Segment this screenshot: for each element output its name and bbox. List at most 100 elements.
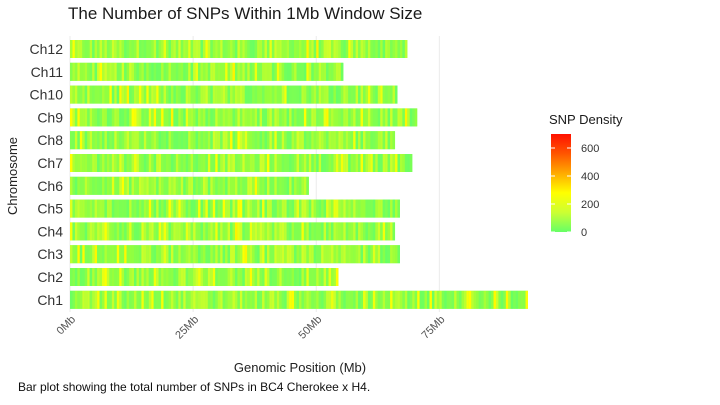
snp-window [419, 290, 423, 309]
snp-window [402, 154, 405, 172]
snp-window [111, 131, 115, 150]
snp-window [284, 154, 287, 172]
snp-window [291, 222, 295, 241]
snp-window [271, 222, 275, 241]
snp-window [202, 154, 206, 172]
snp-window [138, 131, 142, 150]
snp-window [249, 62, 253, 81]
snp-window [230, 290, 233, 309]
snp-window [382, 108, 386, 127]
snp-window [200, 154, 203, 172]
snp-window [303, 222, 307, 241]
snp-window [439, 290, 442, 309]
snp-window [345, 131, 349, 150]
snp-window [163, 62, 167, 81]
snp-window [84, 85, 88, 104]
snp-window [382, 85, 386, 104]
snp-window [333, 245, 336, 264]
snp-window [311, 290, 314, 309]
snp-window [212, 268, 216, 286]
snp-window [271, 85, 275, 104]
snp-window [252, 222, 255, 241]
snp-window [183, 268, 186, 286]
snp-window [89, 245, 93, 264]
snp-window [84, 108, 88, 127]
snp-window [316, 268, 319, 286]
snp-window [431, 290, 435, 309]
snp-window [289, 245, 292, 264]
snp-window [168, 40, 171, 58]
legend: SNP Density 0 200 400 600 [549, 112, 669, 242]
snp-window [306, 62, 309, 81]
snp-window [198, 176, 201, 195]
snp-window [217, 154, 221, 172]
snp-window [215, 62, 218, 81]
snp-window [449, 290, 452, 309]
snp-window [242, 108, 245, 127]
snp-window [355, 290, 359, 309]
snp-window [180, 245, 184, 264]
snp-window [225, 176, 228, 195]
snp-window [318, 108, 322, 127]
snp-window [286, 245, 290, 264]
snp-window [257, 85, 260, 104]
snp-window [134, 222, 137, 241]
snp-window [264, 131, 267, 150]
snp-window [289, 268, 292, 286]
snp-window [178, 154, 181, 172]
snp-window [239, 290, 243, 309]
chromosome-bar-ch7 [70, 154, 413, 172]
snp-window [89, 131, 93, 150]
snp-window [355, 222, 359, 241]
snp-window [185, 245, 189, 264]
snp-window [153, 176, 157, 195]
snp-window [121, 40, 125, 58]
snp-window [161, 40, 164, 58]
snp-window [269, 222, 272, 241]
snp-window [131, 176, 135, 195]
snp-window [244, 40, 248, 58]
snp-window [276, 62, 280, 81]
snp-window [207, 108, 211, 127]
snp-window [328, 245, 332, 264]
chart-title: The Number of SNPs Within 1Mb Window Siz… [68, 4, 423, 23]
snp-window [271, 290, 275, 309]
snp-window [323, 199, 327, 218]
snp-window [131, 290, 135, 309]
snp-window [345, 85, 349, 104]
snp-window [291, 268, 295, 286]
snp-window [104, 290, 107, 309]
snp-window [72, 108, 75, 127]
snp-window [121, 154, 125, 172]
snp-window [74, 176, 78, 195]
snp-window [220, 290, 223, 309]
snp-window [195, 268, 199, 286]
snp-window [232, 290, 235, 309]
snp-window [119, 176, 122, 195]
snp-window [119, 131, 122, 150]
snp-window [338, 199, 341, 218]
snp-window [170, 222, 174, 241]
snp-window [99, 222, 103, 241]
snp-window [141, 290, 144, 309]
snp-window [262, 154, 265, 172]
snp-window [510, 290, 514, 309]
snp-window [427, 290, 430, 309]
snp-window [387, 40, 391, 58]
snp-window [158, 40, 162, 58]
snp-window [156, 176, 159, 195]
snp-window [262, 131, 265, 150]
legend-tick-label: 400 [581, 171, 599, 183]
snp-window [340, 154, 344, 172]
snp-window [286, 108, 290, 127]
snp-window [111, 62, 115, 81]
snp-window [294, 199, 297, 218]
snp-window [242, 268, 245, 286]
snp-window [331, 154, 334, 172]
snp-window [377, 40, 381, 58]
snp-window [343, 222, 346, 241]
snp-window [358, 199, 361, 218]
snp-window [173, 176, 176, 195]
snp-window [212, 131, 216, 150]
snp-window [301, 268, 304, 286]
